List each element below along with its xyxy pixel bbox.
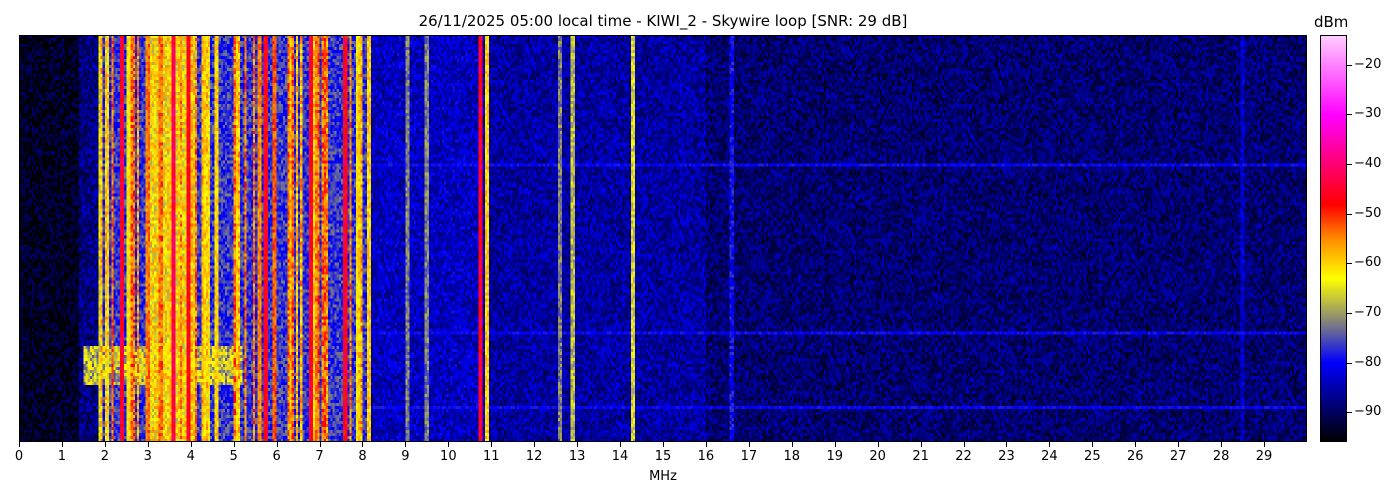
colorbar-tick <box>1347 114 1352 116</box>
x-tick <box>877 442 879 447</box>
colorbar-tick <box>1347 263 1352 265</box>
x-tick-label: 12 <box>525 449 543 464</box>
x-tick <box>319 442 321 447</box>
x-tick <box>1049 442 1051 447</box>
x-tick-label: 1 <box>57 449 67 464</box>
x-tick <box>1264 442 1266 447</box>
colorbar-tick <box>1347 312 1352 314</box>
x-tick-label: 24 <box>1041 449 1058 464</box>
x-tick <box>748 442 750 447</box>
x-tick <box>448 442 450 447</box>
x-tick <box>491 442 493 447</box>
x-tick <box>791 442 793 447</box>
colorbar-tick <box>1347 362 1352 364</box>
x-tick-label: 17 <box>740 449 758 464</box>
x-tick-label: 28 <box>1212 449 1230 464</box>
colorbar-tick <box>1347 412 1352 414</box>
x-tick-label: 25 <box>1084 449 1101 464</box>
colorbar-tick-label: −90 <box>1354 404 1382 420</box>
plot-frame <box>19 35 1307 442</box>
colorbar-label: dBm <box>1314 13 1349 31</box>
colorbar-tick-label: −70 <box>1354 304 1382 320</box>
x-tick-label: 2 <box>100 449 109 464</box>
x-tick-label: 16 <box>697 449 715 464</box>
x-tick <box>147 442 149 447</box>
x-tick <box>1221 442 1223 447</box>
colorbar-tick-label: −60 <box>1354 255 1382 271</box>
x-tick <box>190 442 192 447</box>
x-tick-label: 8 <box>358 449 367 464</box>
x-tick-label: 6 <box>272 449 281 464</box>
x-tick <box>534 442 536 447</box>
x-tick-label: 29 <box>1255 449 1273 464</box>
x-tick <box>1006 442 1008 447</box>
x-tick <box>1135 442 1137 447</box>
x-tick <box>663 442 664 447</box>
x-tick-label: 21 <box>912 449 929 464</box>
x-tick-label: 14 <box>611 449 629 464</box>
x-tick <box>577 442 579 447</box>
colorbar-tick-label: −50 <box>1354 205 1382 221</box>
x-tick-label: 9 <box>401 449 410 464</box>
x-tick-label: 3 <box>143 449 152 464</box>
waterfall-heatmap <box>19 35 1307 442</box>
x-tick-label: 22 <box>955 449 972 464</box>
x-axis-label: MHz <box>649 469 677 484</box>
colorbar-tick <box>1347 213 1352 215</box>
colorbar-tick <box>1347 64 1352 66</box>
colorbar-tick-label: −80 <box>1354 354 1382 370</box>
x-tick-label: 11 <box>482 449 500 464</box>
chart-title: 26/11/2025 05:00 local time - KIWI_2 - S… <box>418 12 908 30</box>
x-tick <box>1092 442 1094 447</box>
x-tick-label: 10 <box>440 449 457 464</box>
x-tick <box>1178 442 1180 447</box>
colorbar <box>1320 35 1347 442</box>
colorbar-tick-label: −20 <box>1354 56 1382 72</box>
x-tick-label: 15 <box>654 449 672 464</box>
x-tick-label: 20 <box>869 449 886 464</box>
x-tick-label: 4 <box>186 449 195 464</box>
colorbar-tick <box>1347 164 1352 166</box>
x-tick-label: 18 <box>783 449 801 464</box>
x-tick <box>61 442 63 447</box>
x-tick-label: 5 <box>229 449 238 464</box>
x-tick <box>963 442 965 447</box>
x-tick-label: 7 <box>315 449 324 464</box>
x-tick-label: 26 <box>1126 449 1144 464</box>
x-tick-label: 27 <box>1169 449 1187 464</box>
x-tick <box>834 442 836 447</box>
x-tick <box>19 442 20 447</box>
x-tick <box>920 442 922 447</box>
colorbar-tick-label: −40 <box>1354 156 1382 172</box>
x-tick <box>104 442 106 447</box>
x-tick-label: 19 <box>826 449 843 464</box>
x-tick-label: 13 <box>568 449 586 464</box>
x-tick <box>705 442 707 447</box>
x-tick <box>405 442 407 447</box>
x-tick <box>362 442 364 447</box>
x-tick-label: 0 <box>14 449 24 464</box>
colorbar-tick-label: −30 <box>1354 106 1382 122</box>
x-tick <box>276 442 278 447</box>
x-tick <box>233 442 235 447</box>
x-tick <box>620 442 622 447</box>
x-tick-label: 23 <box>998 449 1015 464</box>
